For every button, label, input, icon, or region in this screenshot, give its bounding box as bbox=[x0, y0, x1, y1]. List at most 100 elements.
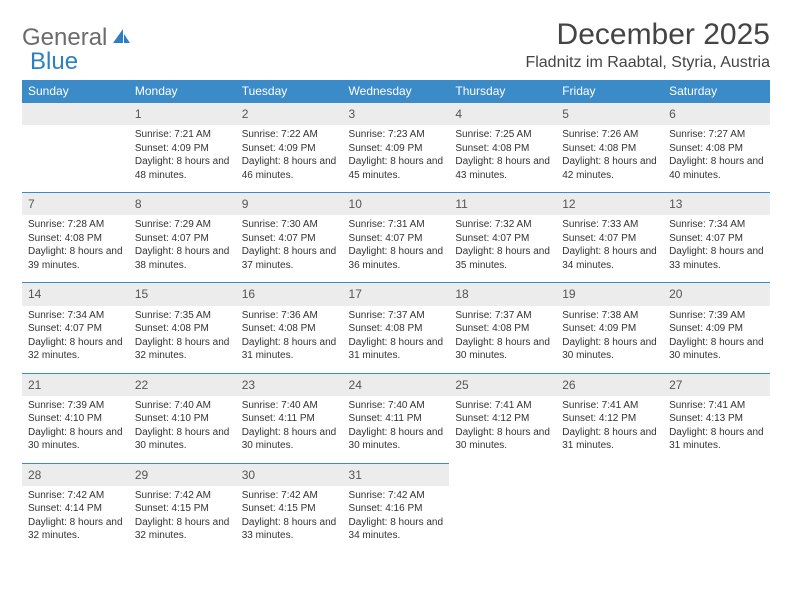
weekday-header: Friday bbox=[556, 80, 663, 103]
sunrise-line: Sunrise: 7:40 AM bbox=[242, 399, 337, 413]
day-content-cell: Sunrise: 7:26 AMSunset: 4:08 PMDaylight:… bbox=[556, 125, 663, 193]
sunrise-line: Sunrise: 7:22 AM bbox=[242, 128, 337, 142]
sunrise-line: Sunrise: 7:42 AM bbox=[135, 489, 230, 503]
daylight-line: Daylight: 8 hours and 32 minutes. bbox=[28, 336, 123, 363]
sunset-line: Sunset: 4:08 PM bbox=[669, 142, 764, 156]
day-content-cell: Sunrise: 7:35 AMSunset: 4:08 PMDaylight:… bbox=[129, 306, 236, 374]
sunset-line: Sunset: 4:08 PM bbox=[349, 322, 444, 336]
sunrise-line: Sunrise: 7:27 AM bbox=[669, 128, 764, 142]
month-title: December 2025 bbox=[525, 18, 770, 52]
day-number-cell: 23 bbox=[236, 373, 343, 396]
sunset-line: Sunset: 4:07 PM bbox=[28, 322, 123, 336]
day-number-cell: 5 bbox=[556, 103, 663, 126]
day-content-cell bbox=[449, 486, 556, 553]
daylight-line: Daylight: 8 hours and 31 minutes. bbox=[562, 426, 657, 453]
daylight-line: Daylight: 8 hours and 34 minutes. bbox=[349, 516, 444, 543]
sunset-line: Sunset: 4:08 PM bbox=[455, 142, 550, 156]
sunrise-line: Sunrise: 7:40 AM bbox=[349, 399, 444, 413]
day-content-cell bbox=[663, 486, 770, 553]
sunset-line: Sunset: 4:07 PM bbox=[669, 232, 764, 246]
day-number-cell: 16 bbox=[236, 283, 343, 306]
sunrise-line: Sunrise: 7:38 AM bbox=[562, 309, 657, 323]
day-content-cell: Sunrise: 7:38 AMSunset: 4:09 PMDaylight:… bbox=[556, 306, 663, 374]
calendar-body: 123456Sunrise: 7:21 AMSunset: 4:09 PMDay… bbox=[22, 103, 770, 553]
daylight-line: Daylight: 8 hours and 33 minutes. bbox=[669, 245, 764, 272]
day-content-cell: Sunrise: 7:41 AMSunset: 4:12 PMDaylight:… bbox=[556, 396, 663, 464]
daylight-line: Daylight: 8 hours and 42 minutes. bbox=[562, 155, 657, 182]
sunrise-line: Sunrise: 7:42 AM bbox=[349, 489, 444, 503]
day-number-cell: 14 bbox=[22, 283, 129, 306]
sunrise-line: Sunrise: 7:25 AM bbox=[455, 128, 550, 142]
daylight-line: Daylight: 8 hours and 40 minutes. bbox=[669, 155, 764, 182]
day-content-cell: Sunrise: 7:42 AMSunset: 4:15 PMDaylight:… bbox=[129, 486, 236, 553]
sunset-line: Sunset: 4:08 PM bbox=[242, 322, 337, 336]
sunset-line: Sunset: 4:12 PM bbox=[455, 412, 550, 426]
day-content-row: Sunrise: 7:42 AMSunset: 4:14 PMDaylight:… bbox=[22, 486, 770, 553]
sunset-line: Sunset: 4:08 PM bbox=[28, 232, 123, 246]
day-number-cell: 19 bbox=[556, 283, 663, 306]
day-content-cell: Sunrise: 7:42 AMSunset: 4:14 PMDaylight:… bbox=[22, 486, 129, 553]
daylight-line: Daylight: 8 hours and 31 minutes. bbox=[349, 336, 444, 363]
sunrise-line: Sunrise: 7:42 AM bbox=[242, 489, 337, 503]
daylight-line: Daylight: 8 hours and 30 minutes. bbox=[28, 426, 123, 453]
day-number-cell: 21 bbox=[22, 373, 129, 396]
sunrise-line: Sunrise: 7:29 AM bbox=[135, 218, 230, 232]
day-number-row: 14151617181920 bbox=[22, 283, 770, 306]
sunset-line: Sunset: 4:07 PM bbox=[562, 232, 657, 246]
sunrise-line: Sunrise: 7:41 AM bbox=[562, 399, 657, 413]
daylight-line: Daylight: 8 hours and 46 minutes. bbox=[242, 155, 337, 182]
day-content-row: Sunrise: 7:21 AMSunset: 4:09 PMDaylight:… bbox=[22, 125, 770, 193]
day-content-cell: Sunrise: 7:37 AMSunset: 4:08 PMDaylight:… bbox=[343, 306, 450, 374]
sunset-line: Sunset: 4:12 PM bbox=[562, 412, 657, 426]
day-content-cell: Sunrise: 7:40 AMSunset: 4:11 PMDaylight:… bbox=[236, 396, 343, 464]
sunrise-line: Sunrise: 7:21 AM bbox=[135, 128, 230, 142]
day-number-row: 28293031 bbox=[22, 463, 770, 486]
day-number-cell: 2 bbox=[236, 103, 343, 126]
sunrise-line: Sunrise: 7:34 AM bbox=[28, 309, 123, 323]
sunset-line: Sunset: 4:13 PM bbox=[669, 412, 764, 426]
day-number-cell: 27 bbox=[663, 373, 770, 396]
daylight-line: Daylight: 8 hours and 32 minutes. bbox=[135, 516, 230, 543]
sunrise-line: Sunrise: 7:41 AM bbox=[455, 399, 550, 413]
sunset-line: Sunset: 4:11 PM bbox=[349, 412, 444, 426]
day-content-cell: Sunrise: 7:39 AMSunset: 4:09 PMDaylight:… bbox=[663, 306, 770, 374]
day-content-cell: Sunrise: 7:32 AMSunset: 4:07 PMDaylight:… bbox=[449, 215, 556, 283]
day-number-cell: 17 bbox=[343, 283, 450, 306]
day-number-cell: 9 bbox=[236, 193, 343, 216]
day-content-row: Sunrise: 7:34 AMSunset: 4:07 PMDaylight:… bbox=[22, 306, 770, 374]
day-content-cell: Sunrise: 7:34 AMSunset: 4:07 PMDaylight:… bbox=[22, 306, 129, 374]
sunrise-line: Sunrise: 7:28 AM bbox=[28, 218, 123, 232]
daylight-line: Daylight: 8 hours and 30 minutes. bbox=[455, 426, 550, 453]
sunrise-line: Sunrise: 7:35 AM bbox=[135, 309, 230, 323]
day-content-cell: Sunrise: 7:41 AMSunset: 4:12 PMDaylight:… bbox=[449, 396, 556, 464]
sunrise-line: Sunrise: 7:41 AM bbox=[669, 399, 764, 413]
day-number-cell bbox=[663, 463, 770, 486]
daylight-line: Daylight: 8 hours and 48 minutes. bbox=[135, 155, 230, 182]
day-content-cell: Sunrise: 7:28 AMSunset: 4:08 PMDaylight:… bbox=[22, 215, 129, 283]
sunset-line: Sunset: 4:07 PM bbox=[242, 232, 337, 246]
daylight-line: Daylight: 8 hours and 31 minutes. bbox=[242, 336, 337, 363]
sunset-line: Sunset: 4:10 PM bbox=[28, 412, 123, 426]
daylight-line: Daylight: 8 hours and 31 minutes. bbox=[669, 426, 764, 453]
daylight-line: Daylight: 8 hours and 30 minutes. bbox=[349, 426, 444, 453]
day-content-cell: Sunrise: 7:40 AMSunset: 4:11 PMDaylight:… bbox=[343, 396, 450, 464]
daylight-line: Daylight: 8 hours and 36 minutes. bbox=[349, 245, 444, 272]
sunset-line: Sunset: 4:16 PM bbox=[349, 502, 444, 516]
location-text: Fladnitz im Raabtal, Styria, Austria bbox=[525, 54, 770, 72]
sunset-line: Sunset: 4:09 PM bbox=[135, 142, 230, 156]
day-number-cell: 31 bbox=[343, 463, 450, 486]
daylight-line: Daylight: 8 hours and 38 minutes. bbox=[135, 245, 230, 272]
day-content-cell: Sunrise: 7:42 AMSunset: 4:15 PMDaylight:… bbox=[236, 486, 343, 553]
day-number-cell: 28 bbox=[22, 463, 129, 486]
sunset-line: Sunset: 4:09 PM bbox=[562, 322, 657, 336]
sunset-line: Sunset: 4:15 PM bbox=[242, 502, 337, 516]
day-number-cell bbox=[449, 463, 556, 486]
calendar-table: SundayMondayTuesdayWednesdayThursdayFrid… bbox=[22, 80, 770, 553]
day-number-cell: 4 bbox=[449, 103, 556, 126]
weekday-header: Tuesday bbox=[236, 80, 343, 103]
day-content-cell: Sunrise: 7:29 AMSunset: 4:07 PMDaylight:… bbox=[129, 215, 236, 283]
header: General December 2025 Fladnitz im Raabta… bbox=[22, 18, 770, 72]
brand-part2: Blue bbox=[30, 48, 78, 76]
day-number-row: 123456 bbox=[22, 103, 770, 126]
weekday-header: Sunday bbox=[22, 80, 129, 103]
